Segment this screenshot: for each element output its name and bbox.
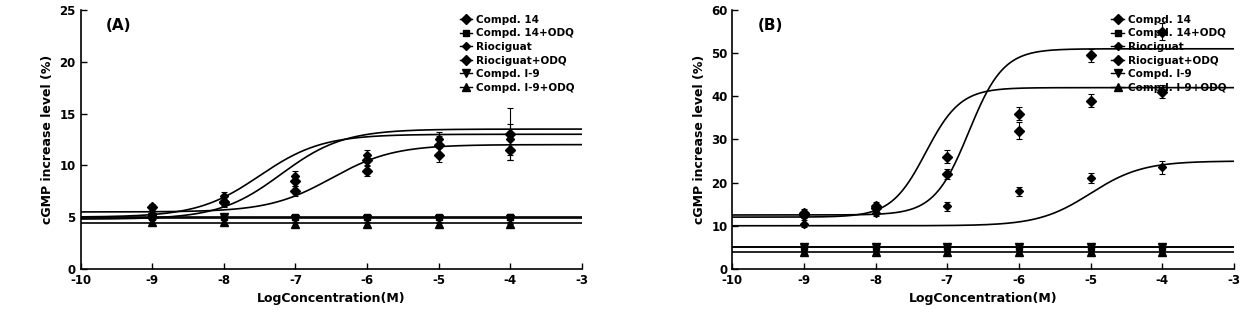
Legend: Compd. 14, Compd. 14+ODQ, Riociguat, Riociguat+ODQ, Compd. I-9, Compd. I-9+ODQ: Compd. 14, Compd. 14+ODQ, Riociguat, Rio…	[1110, 13, 1229, 95]
Text: (B): (B)	[758, 18, 782, 33]
Y-axis label: cGMP increase level (%): cGMP increase level (%)	[693, 55, 706, 224]
X-axis label: LogConcentration(M): LogConcentration(M)	[909, 292, 1058, 305]
Y-axis label: cGMP increase level (%): cGMP increase level (%)	[41, 55, 53, 224]
Text: (A): (A)	[105, 18, 131, 33]
Legend: Compd. 14, Compd. 14+ODQ, Riociguat, Riociguat+ODQ, Compd. I-9, Compd. I-9+ODQ: Compd. 14, Compd. 14+ODQ, Riociguat, Rio…	[458, 13, 577, 95]
X-axis label: LogConcentration(M): LogConcentration(M)	[257, 292, 405, 305]
